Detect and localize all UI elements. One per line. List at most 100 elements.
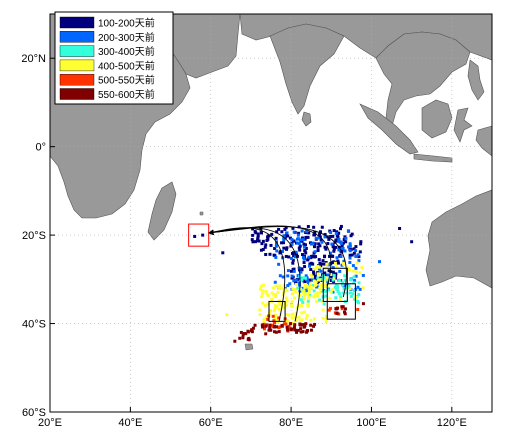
data-point-c3 — [324, 289, 328, 293]
data-point-c0 — [304, 235, 308, 239]
data-point-c2 — [302, 245, 306, 249]
data-point-c5 — [325, 276, 329, 280]
data-point-c4 — [261, 301, 265, 305]
trajectory-arrow-3 — [208, 226, 347, 298]
data-point-c2 — [329, 230, 333, 234]
data-point-c4 — [273, 304, 277, 308]
data-point-c2 — [310, 276, 314, 280]
data-point-c0 — [270, 232, 274, 236]
data-point-c0 — [292, 254, 296, 258]
data-point-c2 — [322, 289, 326, 293]
data-point-c0 — [329, 235, 333, 239]
data-point-c4 — [262, 283, 266, 287]
lon-tick-label: 40°E — [118, 417, 142, 429]
data-point-c0 — [297, 225, 301, 229]
data-point-c4 — [297, 292, 301, 296]
axis-ticks: 20°E 40°E 60°E 80°E 100°E 120°E 20°N 0° 20°S 40°S… — [21, 53, 466, 429]
data-point-c2 — [317, 236, 321, 240]
data-point-c4 — [272, 309, 276, 313]
data-point-c3 — [318, 298, 322, 302]
data-point-c3 — [337, 279, 341, 283]
data-point-c5 — [316, 272, 320, 276]
data-point-c4 — [305, 283, 309, 287]
data-point-c0 — [300, 236, 304, 240]
data-point-c0 — [344, 240, 348, 244]
data-point-c4 — [270, 297, 274, 301]
data-point-c0 — [251, 227, 255, 231]
data-point-c7 — [327, 308, 331, 312]
data-point-c0 — [280, 241, 284, 245]
data-point-c4 — [305, 314, 309, 318]
legend-label-0: 100-200天前 — [98, 17, 155, 30]
data-point-c0 — [312, 233, 316, 237]
data-point-c0 — [352, 247, 356, 251]
data-point-c0 — [339, 227, 343, 231]
data-point-c8 — [277, 330, 281, 334]
data-point-c0 — [287, 255, 291, 259]
data-point-c1 — [291, 258, 295, 262]
data-point-c4 — [302, 289, 306, 293]
data-point-isolated-3 — [193, 234, 197, 238]
data-point-c0 — [283, 227, 287, 231]
data-point-c2 — [282, 236, 286, 240]
data-point-c0 — [286, 234, 290, 238]
data-point-c7 — [328, 306, 332, 310]
data-point-c0 — [354, 245, 358, 249]
data-point-c5 — [351, 269, 355, 273]
data-point-c0 — [319, 238, 323, 242]
data-point-c4 — [261, 289, 265, 293]
data-point-c4 — [262, 318, 266, 322]
data-point-c0 — [358, 250, 362, 254]
data-point-c2 — [304, 229, 308, 233]
data-point-c2 — [273, 280, 277, 284]
data-point-c0 — [306, 225, 310, 229]
data-point-c2 — [294, 278, 298, 282]
data-point-c1 — [319, 264, 323, 268]
data-point-c1 — [289, 269, 293, 273]
data-point-c4 — [300, 311, 304, 315]
data-point-c0 — [259, 248, 263, 252]
data-point-c8 — [299, 327, 303, 331]
data-point-c4 — [269, 309, 273, 313]
data-point-c3 — [349, 278, 353, 282]
data-point-c5 — [335, 265, 339, 269]
legend-label-1: 200-300天前 — [98, 31, 155, 44]
data-point-c4 — [306, 297, 310, 301]
data-point-c2 — [301, 256, 305, 260]
data-point-c8 — [280, 324, 284, 328]
data-point-c1 — [316, 281, 320, 285]
data-point-c2 — [295, 237, 299, 241]
data-point-c3 — [319, 277, 323, 281]
data-point-c4 — [294, 290, 298, 294]
data-point-c4 — [272, 286, 276, 290]
data-point-c1 — [324, 261, 328, 265]
data-point-c0 — [291, 251, 295, 255]
data-point-c5 — [312, 279, 316, 283]
data-point-c4 — [299, 287, 303, 291]
data-point-c4 — [258, 308, 262, 312]
data-point-c2 — [298, 281, 302, 285]
data-point-c3 — [334, 283, 338, 287]
data-point-isolated-6 — [225, 313, 229, 317]
data-point-c0 — [334, 245, 338, 249]
data-point-c5 — [329, 272, 333, 276]
data-point-c7 — [337, 312, 341, 316]
data-point-c0 — [337, 231, 341, 235]
data-point-c4 — [270, 291, 274, 295]
data-point-c4 — [300, 304, 304, 308]
data-point-c2 — [306, 281, 310, 285]
data-point-c8 — [309, 328, 313, 332]
data-point-c2 — [331, 266, 335, 270]
data-point-c3 — [312, 289, 316, 293]
data-point-c8 — [268, 323, 272, 327]
data-point-c0 — [266, 235, 270, 239]
data-point-c8 — [268, 325, 272, 329]
data-point-c0 — [277, 227, 281, 231]
data-point-c0 — [332, 249, 336, 253]
data-point-c3 — [334, 296, 338, 300]
lat-tick-label: 0° — [35, 142, 46, 154]
data-point-c5 — [348, 287, 352, 291]
data-point-c5 — [313, 292, 317, 296]
data-point-c5 — [325, 262, 329, 266]
